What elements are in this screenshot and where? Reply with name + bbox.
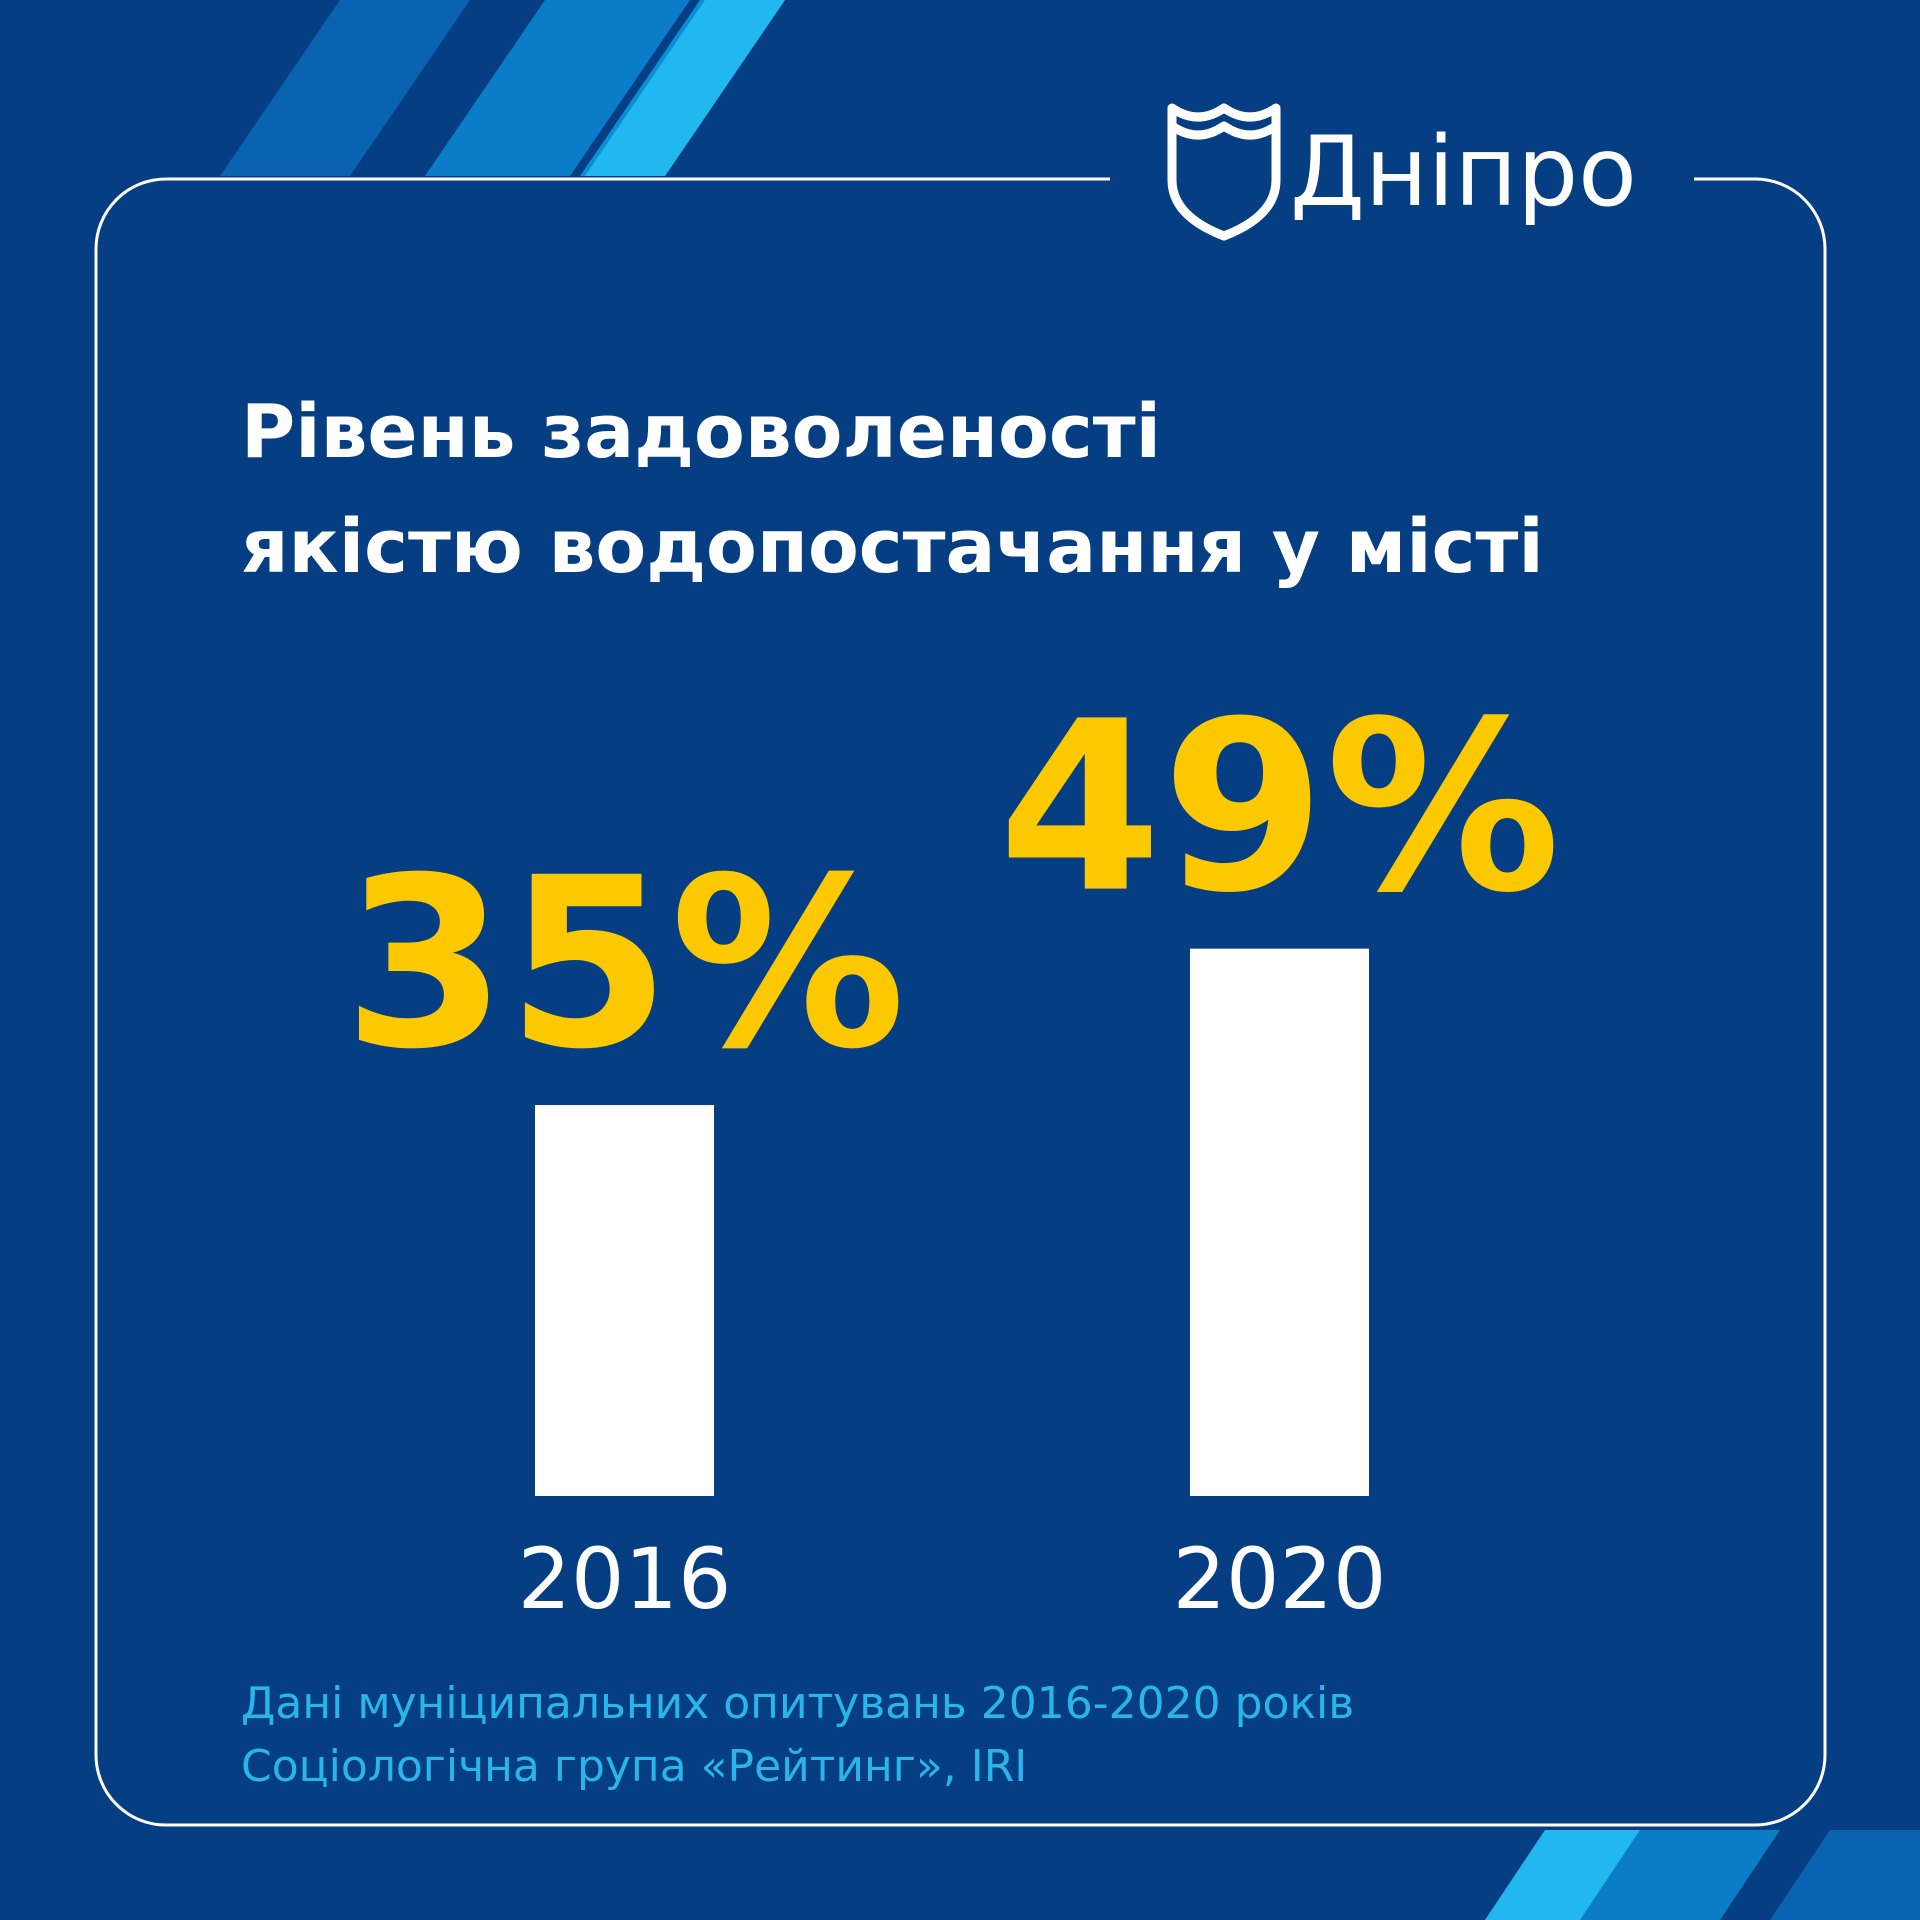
- chart-title: Рівень задоволеності: [241, 389, 1161, 475]
- bar: [1190, 948, 1369, 1496]
- decor-stripes: [220, 0, 1920, 1920]
- chart-title: якістю водопостачання у місті: [241, 504, 1544, 590]
- value-label: 35%: [343, 828, 906, 1101]
- source-note: Соціологічна група «Рейтинг», IRI: [241, 1741, 1027, 1792]
- source-note: Дані муніципальних опитувань 2016-2020 р…: [241, 1678, 1354, 1729]
- x-tick-label: 2016: [518, 1530, 732, 1628]
- x-tick-label: 2020: [1173, 1530, 1387, 1628]
- value-label: 49%: [998, 672, 1561, 945]
- brand-name: Дніпро: [1290, 116, 1637, 228]
- logo-icon: [1167, 103, 1281, 241]
- bar: [535, 1105, 714, 1496]
- frame: [94, 177, 1827, 1827]
